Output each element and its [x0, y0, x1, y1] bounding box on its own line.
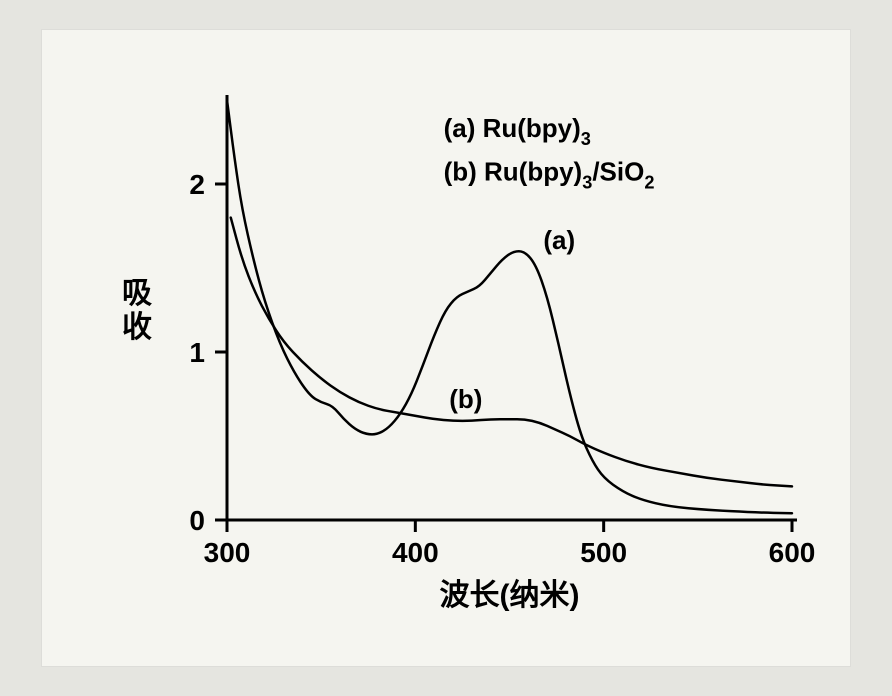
- chart-sheet: 300 400 500 600 0 1 2 波长(纳米) 吸收 (a) (b) (a) Ru(bpy)…: [42, 30, 850, 666]
- x-tick-label: 400: [392, 537, 439, 568]
- y-tick-label: 0: [189, 505, 205, 536]
- legend-item-a: (a) Ru(bpy)3: [444, 113, 591, 149]
- curve-label-b: (b): [449, 384, 482, 414]
- x-tick-label: 600: [769, 537, 816, 568]
- curve-label-a: (a): [543, 225, 575, 255]
- x-tick-label: 500: [580, 537, 627, 568]
- y-tick-label: 2: [189, 169, 205, 200]
- legend-item-b: (b) Ru(bpy)3/SiO2: [444, 157, 655, 193]
- absorption-chart: 300 400 500 600 0 1 2 波长(纳米) 吸收 (a) (b) (a) Ru(bpy)…: [42, 30, 850, 666]
- series-b-curve: [231, 218, 792, 487]
- y-axis-label-char: 收: [122, 311, 152, 344]
- y-tick-label: 1: [189, 337, 205, 368]
- x-tick-label: 300: [204, 537, 251, 568]
- x-axis-label: 波长(纳米): [440, 579, 580, 612]
- y-axis-label-char: 吸: [122, 277, 152, 310]
